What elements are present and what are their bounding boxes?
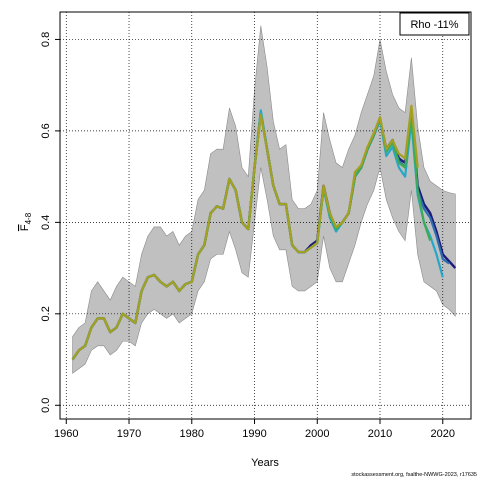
series-line-5 <box>71 104 419 361</box>
x-axis: 1960 1970 1980 1990 2000 2010 2020 <box>54 419 455 440</box>
series-lines <box>71 104 457 361</box>
x-tick-label: 1990 <box>242 428 266 440</box>
y-tick-label: 0.0 <box>40 398 52 413</box>
x-tick-label: 2000 <box>305 428 329 440</box>
grid-lines <box>60 12 471 419</box>
y-tick-label: 0.8 <box>40 32 52 47</box>
y-tick-label: 0.6 <box>40 123 52 138</box>
x-tick-label: 1960 <box>54 428 78 440</box>
confidence-band-area <box>72 25 456 374</box>
y-axis: 0.0 0.2 0.4 0.6 0.8 <box>40 32 60 413</box>
y-axis-label-main: F <box>19 224 31 231</box>
x-tick-label: 2010 <box>368 428 392 440</box>
legend-box <box>399 12 470 36</box>
y-axis-label-sub: 4-8 <box>24 212 33 224</box>
legend-label: Rho -11% <box>410 19 458 31</box>
plot-frame <box>59 11 472 420</box>
confidence-band <box>72 25 456 374</box>
y-tick-label: 0.2 <box>40 306 52 321</box>
x-axis-label: Years <box>251 457 279 469</box>
y-tick-label: 0.4 <box>40 215 52 230</box>
x-tick-label: 2020 <box>431 428 455 440</box>
source-footnote: stockassessment.org, fsalthe-NWWG-2023, … <box>351 472 477 478</box>
legend: Rho -11% <box>399 12 470 36</box>
y-axis-label: F4-8 <box>19 212 33 231</box>
x-tick-label: 1980 <box>180 428 204 440</box>
x-tick-label: 1970 <box>117 428 141 440</box>
svg-text:F4-8: F4-8 <box>19 212 33 231</box>
